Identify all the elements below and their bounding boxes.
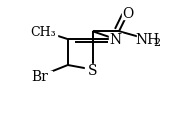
Bar	[122, 8, 134, 20]
Text: 2: 2	[153, 38, 161, 47]
Text: S: S	[88, 63, 97, 77]
Bar	[29, 26, 57, 38]
Text: Br: Br	[31, 70, 48, 84]
Text: O: O	[122, 7, 134, 21]
Bar	[109, 34, 122, 45]
Bar	[137, 34, 158, 45]
Text: NH: NH	[135, 33, 159, 47]
Bar	[27, 71, 52, 82]
Text: N: N	[109, 33, 122, 47]
Text: CH₃: CH₃	[30, 26, 56, 38]
Bar	[85, 64, 100, 75]
